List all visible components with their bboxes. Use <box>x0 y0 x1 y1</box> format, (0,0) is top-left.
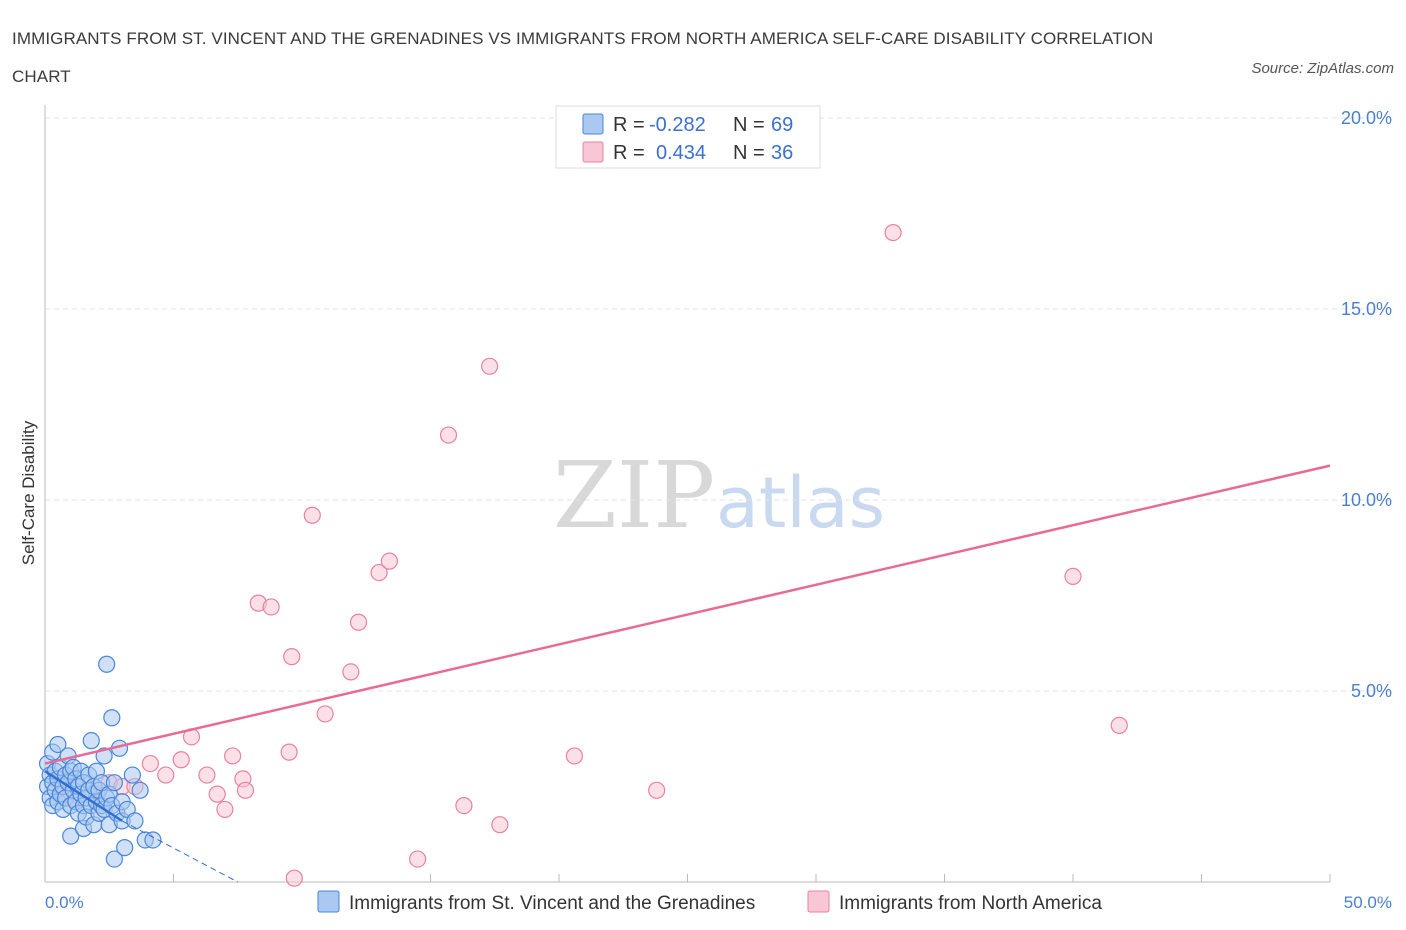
correlation-legend: R = -0.282 N = 69 R = 0.434 N = 36 <box>555 105 821 169</box>
y-tick-labels: 5.0% 10.0% 15.0% 20.0% <box>1341 108 1392 701</box>
north-america-point <box>303 506 321 524</box>
st-vincent-point <box>105 774 123 792</box>
north-america-point <box>262 598 280 616</box>
source-credit: Source: ZipAtlas.com <box>1251 60 1394 77</box>
st-vincent-point <box>82 732 100 750</box>
x-tick-label-min: 0.0% <box>45 893 84 912</box>
y-tick-label: 10.0% <box>1341 490 1392 510</box>
north-america-point <box>884 224 902 242</box>
north-america-point <box>565 747 584 765</box>
legend-n-value-1: 69 <box>771 114 793 136</box>
north-america-point <box>224 747 242 765</box>
north-america-point <box>1064 567 1082 586</box>
series-north-america-points <box>54 224 1128 887</box>
legend-r-label-1: R = <box>613 114 645 136</box>
north-america-point <box>280 743 298 761</box>
legend-n-value-2: 36 <box>771 142 793 164</box>
north-america-point <box>141 754 159 773</box>
north-america-point <box>236 781 255 799</box>
st-vincent-point <box>103 709 121 727</box>
y-tick-label: 15.0% <box>1341 299 1392 319</box>
st-vincent-trend-line <box>44 770 123 822</box>
north-america-point <box>172 751 190 769</box>
gridlines <box>45 117 1392 692</box>
st-vincent-point <box>123 766 141 784</box>
st-vincent-point <box>98 655 116 673</box>
north-america-point <box>648 781 666 799</box>
north-america-point <box>316 705 334 723</box>
chart-title: IMMIGRANTS FROM ST. VINCENT AND THE GREN… <box>12 29 1154 86</box>
north-america-point <box>455 796 473 815</box>
st-vincent-point <box>126 812 144 830</box>
north-america-point <box>285 869 303 887</box>
north-america-point <box>370 563 388 582</box>
north-america-point <box>439 426 458 444</box>
north-america-point <box>491 816 509 834</box>
st-vincent-point <box>49 735 67 754</box>
x-tick-label-max: 50.0% <box>1344 893 1392 912</box>
north-america-point <box>481 357 499 375</box>
st-vincent-point <box>144 831 162 849</box>
trend-lines <box>44 464 1331 883</box>
watermark-atlas: atlas <box>716 462 885 544</box>
st-vincent-point <box>116 839 134 857</box>
y-axis-label: Self-Care Disability <box>19 420 38 565</box>
watermark-zip: ZIP <box>553 442 715 549</box>
north-america-point <box>216 800 234 819</box>
st-vincent-point <box>105 850 123 868</box>
bottom-legend-swatch-st-vincent <box>317 890 340 913</box>
y-tick-label: 5.0% <box>1351 681 1392 701</box>
north-america-point <box>283 648 301 666</box>
st-vincent-point <box>62 827 80 845</box>
north-america-point <box>157 766 175 784</box>
series-legend: Immigrants from St. Vincent and the Gren… <box>317 890 1102 914</box>
st-vincent-trend-extension <box>121 820 238 883</box>
y-tick-label: 20.0% <box>1341 108 1392 128</box>
legend-swatch-st-vincent <box>582 113 604 135</box>
north-america-point <box>1110 716 1128 734</box>
bottom-legend-label-st-vincent: Immigrants from St. Vincent and the Gren… <box>349 893 755 914</box>
north-america-trend-line <box>44 464 1331 765</box>
north-america-point <box>380 552 398 570</box>
legend-n-label-2: N = <box>733 142 765 164</box>
legend-swatch-north-america <box>582 141 604 163</box>
legend-n-label-1: N = <box>733 114 765 136</box>
north-america-point <box>208 785 226 803</box>
north-america-point <box>349 613 368 631</box>
north-america-point <box>342 663 360 681</box>
x-ticks <box>173 874 1331 882</box>
legend-r-value-2: 0.434 <box>656 142 706 164</box>
north-america-point <box>198 766 216 784</box>
legend-r-label-2: R = <box>613 142 645 164</box>
bottom-legend-label-north-america: Immigrants from North America <box>839 893 1102 914</box>
legend-r-value-1: -0.282 <box>649 114 706 136</box>
st-vincent-point <box>131 781 149 799</box>
north-america-point <box>409 850 427 868</box>
bottom-legend-swatch-north-america <box>807 890 830 913</box>
